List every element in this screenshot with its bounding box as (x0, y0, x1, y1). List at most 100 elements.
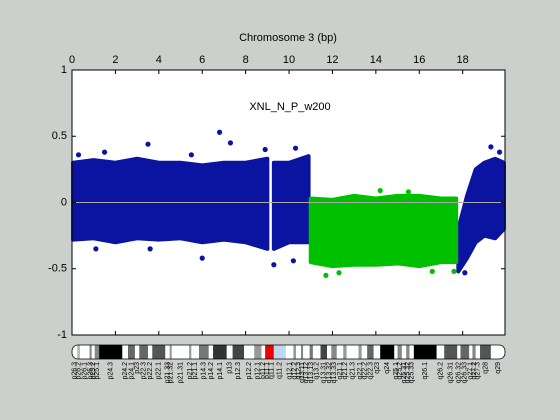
outlier-point (462, 270, 468, 276)
band (346, 345, 359, 359)
band-label: q12.1 (286, 362, 293, 380)
point-cloud (71, 156, 270, 251)
band-label: q29 (495, 362, 502, 374)
band (72, 345, 78, 359)
band (343, 345, 347, 359)
band (336, 345, 344, 359)
band (358, 345, 362, 359)
band-label: q25.32 (405, 362, 412, 384)
band (457, 345, 461, 359)
band (406, 345, 410, 359)
band-label: p22.2 (147, 362, 154, 380)
band (191, 345, 199, 359)
band (254, 345, 262, 359)
band (127, 345, 135, 359)
band-label: q26.1 (422, 362, 429, 380)
band-label: p11.1 (264, 362, 271, 379)
band-label: p14.2 (208, 362, 215, 380)
band-label: q22.3 (367, 362, 374, 380)
band-label: q26.32 (456, 362, 463, 384)
band (134, 345, 140, 359)
band (460, 345, 470, 359)
band-label: q24 (384, 362, 391, 374)
band-label: q11.2 (277, 362, 284, 379)
outlier-point (323, 272, 329, 278)
x-tick-label: 16 (413, 54, 425, 66)
band (327, 345, 332, 359)
band-label: p21.31 (177, 362, 184, 384)
x-tick-label: 12 (326, 54, 338, 66)
band (320, 345, 328, 359)
band-label: q28 (482, 362, 489, 374)
band-label: q21.2 (342, 362, 349, 380)
band (213, 345, 227, 359)
outlier-point (216, 129, 223, 135)
outlier-point (292, 145, 299, 151)
band-label: p24.1 (128, 362, 135, 380)
band (361, 345, 368, 359)
band-label: p21.33 (164, 362, 171, 384)
band (394, 345, 398, 359)
band-label: p22.1 (156, 362, 163, 380)
band (232, 345, 245, 359)
band-label: p25.3 (88, 362, 95, 380)
y-tick-label: 1 (61, 64, 67, 76)
x-tick-label: 10 (283, 54, 295, 66)
band-label: q26.33 (462, 362, 469, 384)
outlier-point (496, 149, 503, 155)
x-tick-label: 18 (457, 54, 469, 66)
band (208, 345, 214, 359)
band (89, 345, 92, 359)
band-label: q13.32 (326, 362, 333, 384)
ideogram-bands (72, 345, 505, 359)
band (373, 345, 381, 359)
outlier-point (429, 268, 435, 274)
band (309, 345, 313, 359)
band (295, 345, 301, 359)
band-label: q11.1 (269, 362, 276, 379)
band (300, 345, 304, 359)
outlier-point (145, 141, 151, 147)
band (165, 345, 170, 359)
chart-title: XNL_N_P_w200 (249, 101, 330, 113)
outlier-point (227, 140, 234, 146)
band-label: q13.12 (303, 362, 310, 384)
x-tick-label: 8 (243, 54, 249, 66)
band (293, 345, 296, 359)
ideogram-outline (71, 344, 506, 360)
band (91, 345, 95, 359)
band (285, 345, 294, 359)
band-label: p25.1 (94, 362, 101, 380)
band (244, 345, 255, 359)
band-label: p25.2 (90, 362, 97, 380)
band-label: p14.3 (201, 362, 208, 380)
point-cloud (456, 156, 506, 274)
band-label: p24.3 (108, 362, 115, 380)
band-label: q26.31 (448, 362, 455, 384)
band (472, 345, 476, 359)
y-tick-label: -1 (57, 329, 67, 341)
band-label: p23 (134, 362, 141, 374)
outlier-point (75, 152, 82, 158)
outlier-point (199, 255, 205, 261)
outlier-point (405, 189, 412, 195)
band-label: q25.1 (393, 362, 400, 380)
outlier-point (488, 144, 494, 150)
outlier-point (262, 146, 268, 153)
x-tick-label: 4 (156, 54, 162, 66)
band-label: p12.3 (235, 362, 242, 380)
band (401, 345, 407, 359)
band (261, 345, 266, 359)
band (198, 345, 209, 359)
band-label: q25.33 (409, 362, 416, 384)
x-tick-label: 6 (199, 54, 205, 66)
band (409, 345, 414, 359)
band-label: p24.2 (122, 362, 129, 380)
x-tick-label: 0 (69, 54, 75, 66)
band-label: p14.1 (217, 362, 224, 380)
band (380, 345, 395, 359)
band (226, 345, 233, 359)
x-tick-label: 2 (112, 54, 118, 66)
band (413, 345, 437, 359)
